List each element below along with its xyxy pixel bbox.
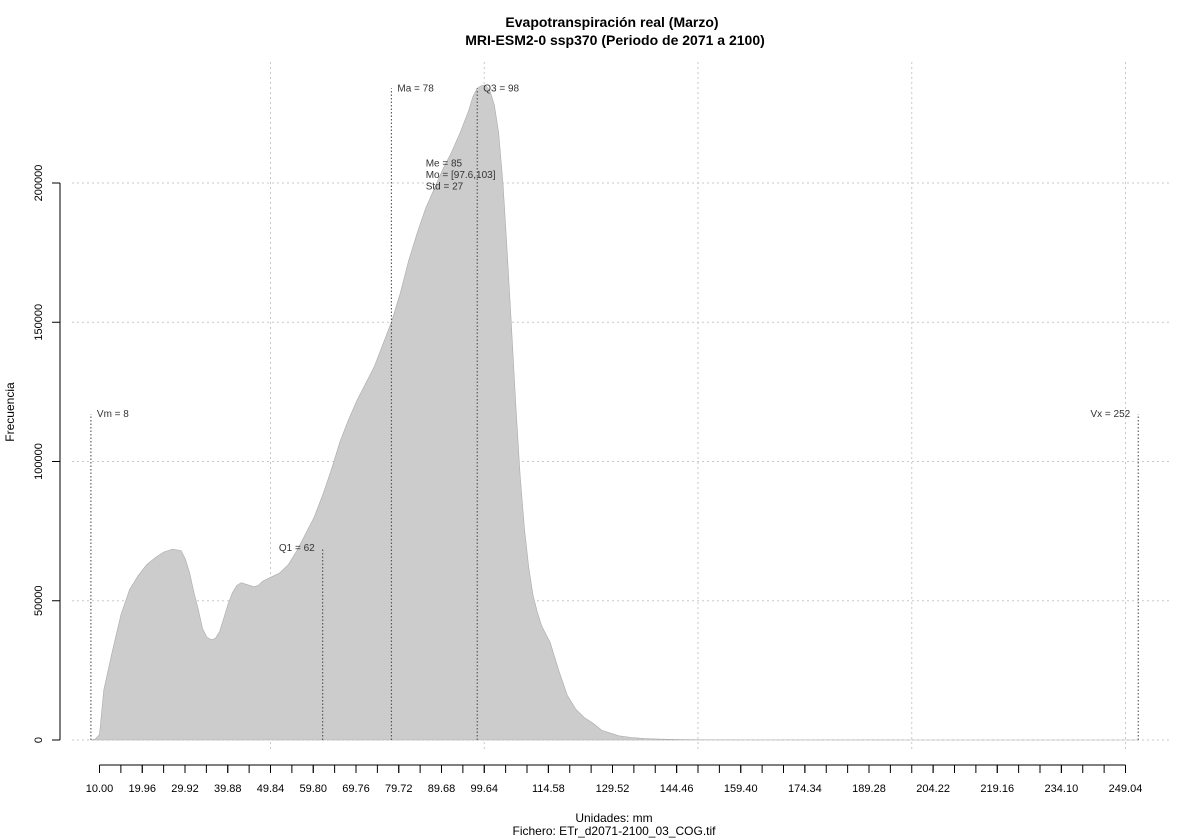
marker-label: Vx = 252: [1090, 409, 1130, 420]
marker-label: Q3 = 98: [483, 83, 519, 94]
stats-line: Std = 27: [426, 181, 464, 192]
x-tick-label: 79.72: [385, 783, 413, 795]
x-tick-label: 159.40: [724, 783, 758, 795]
marker-label: Vm = 8: [97, 409, 129, 420]
x-tick-label: 204.22: [916, 783, 950, 795]
stats-line: Me = 85: [426, 158, 463, 169]
x-tick-label: 144.46: [660, 783, 694, 795]
y-tick-label: 50000: [33, 585, 45, 616]
x-tick-label: 99.64: [470, 783, 498, 795]
x-axis: 10.00 19.96 29.92 39.88 49.84 59.80 69.76 79.72…: [86, 764, 1143, 795]
marker-label: Ma = 78: [397, 83, 434, 94]
y-axis: 0 50000 100000 150000 200000: [33, 165, 61, 743]
chart-title: Evapotranspiración real (Marzo): [505, 14, 718, 30]
x-tick-label: 59.80: [299, 783, 327, 795]
stats-line: Mo = [97.6,103]: [426, 170, 496, 181]
x-tick-label: 114.58: [532, 783, 565, 795]
x-tick-label: 19.96: [128, 783, 156, 795]
x-tick-label: 189.28: [852, 783, 886, 795]
x-tick-label: 129.52: [596, 783, 630, 795]
density-area: [90, 85, 1139, 741]
marker-lines: Vm = 8 Q1 = 62 Ma = 78 Q3 = 98 Vx = 252: [90, 83, 1139, 740]
y-tick-label: 100000: [33, 443, 45, 480]
chart-subtitle: MRI-ESM2-0 ssp370 (Periodo de 2071 a 210…: [465, 32, 765, 48]
x-tick-label: 69.76: [342, 783, 370, 795]
y-axis-title: Frecuencia: [3, 382, 17, 442]
x-tick-label: 10.00: [86, 783, 114, 795]
x-axis-title: Unidades: mm: [575, 811, 652, 825]
x-tick-label: 49.84: [257, 783, 285, 795]
x-tick-label: 89.68: [428, 783, 456, 795]
marker-label: Q1 = 62: [279, 543, 315, 554]
x-tick-label: 29.92: [171, 783, 199, 795]
file-name: Fichero: ETr_d2071-2100_03_COG.tif: [513, 824, 717, 838]
x-tick-label: 219.16: [980, 783, 1014, 795]
x-tick-label: 234.10: [1045, 783, 1079, 795]
x-tick-label: 249.04: [1109, 783, 1143, 795]
x-tick-label: 39.88: [214, 783, 242, 795]
y-tick-label: 150000: [33, 304, 45, 341]
x-tick-label: 174.34: [788, 783, 822, 795]
y-tick-label: 200000: [33, 165, 45, 202]
y-tick-label: 0: [33, 737, 45, 743]
